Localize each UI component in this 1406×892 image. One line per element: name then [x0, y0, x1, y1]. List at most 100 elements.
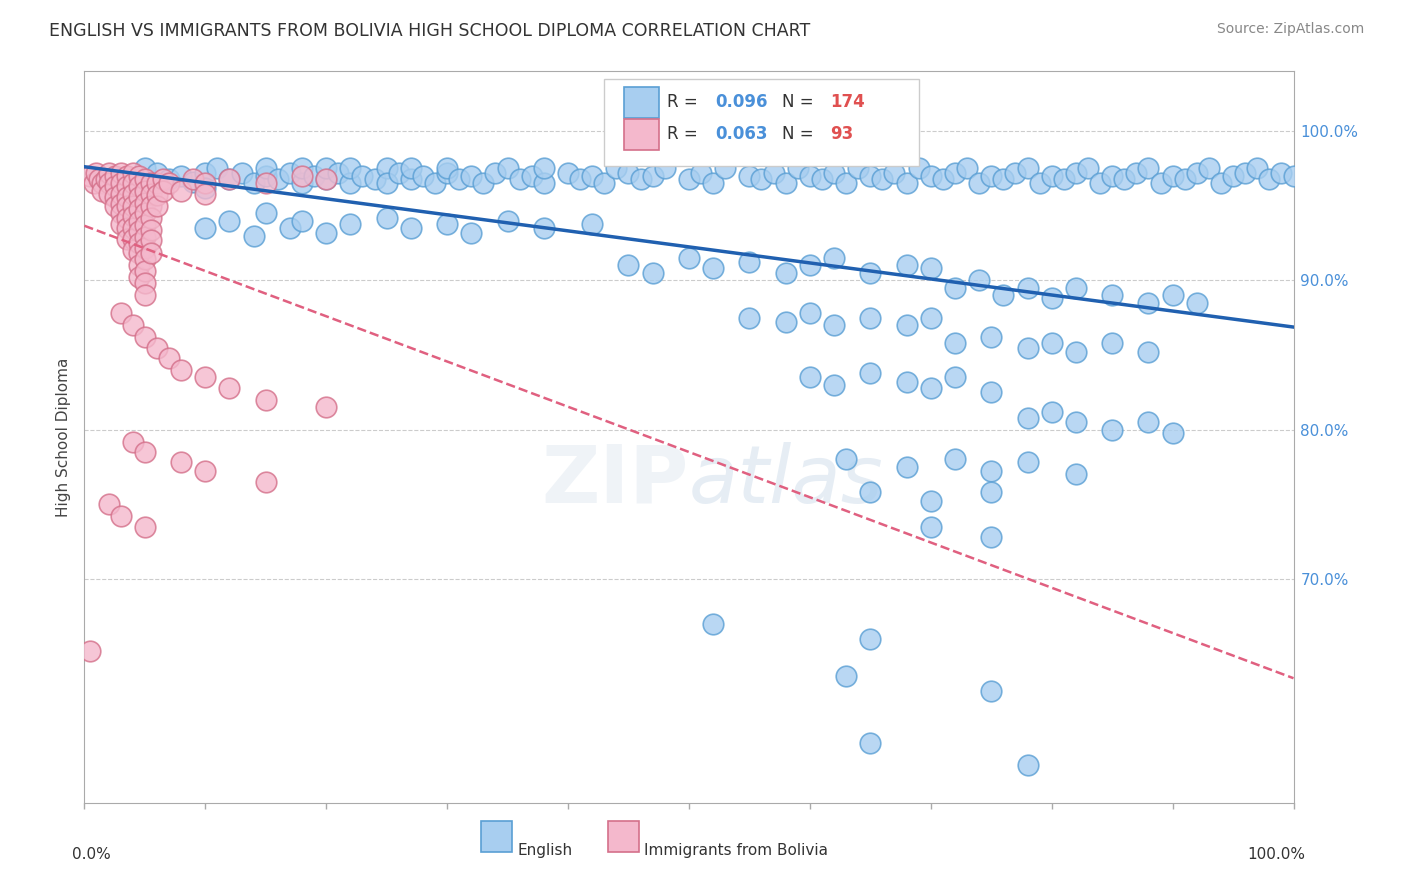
Point — [170, 184, 193, 198]
Point — [859, 736, 882, 750]
Text: Source: ZipAtlas.com: Source: ZipAtlas.com — [1216, 22, 1364, 37]
Point — [605, 161, 627, 176]
Point — [943, 370, 966, 384]
Point — [110, 197, 132, 211]
Point — [823, 251, 845, 265]
Point — [980, 464, 1002, 478]
Point — [134, 171, 156, 186]
Point — [134, 264, 156, 278]
Point — [920, 381, 942, 395]
Point — [139, 246, 162, 260]
Point — [134, 161, 156, 176]
Point — [134, 330, 156, 344]
Point — [1137, 295, 1160, 310]
Point — [1028, 177, 1050, 191]
Point — [423, 177, 446, 191]
Point — [339, 217, 361, 231]
Point — [775, 266, 797, 280]
Point — [97, 186, 120, 201]
Point — [920, 169, 942, 183]
Point — [134, 240, 156, 254]
Point — [146, 188, 169, 202]
Point — [254, 169, 277, 183]
Point — [128, 213, 150, 227]
Text: 93: 93 — [831, 125, 853, 143]
Point — [799, 259, 821, 273]
Point — [128, 224, 150, 238]
Point — [267, 171, 290, 186]
Point — [641, 266, 664, 280]
Point — [859, 310, 882, 325]
Point — [278, 221, 301, 235]
Point — [375, 177, 398, 191]
Point — [157, 351, 180, 365]
Point — [254, 206, 277, 220]
Point — [1234, 166, 1257, 180]
Point — [115, 179, 138, 194]
Point — [115, 231, 138, 245]
Point — [339, 177, 361, 191]
Text: N =: N = — [782, 93, 818, 112]
Point — [920, 310, 942, 325]
Point — [194, 166, 217, 180]
Point — [702, 616, 724, 631]
Point — [436, 217, 458, 231]
Point — [134, 230, 156, 244]
FancyBboxPatch shape — [605, 78, 918, 167]
Text: 0.0%: 0.0% — [72, 847, 111, 862]
Point — [1053, 171, 1076, 186]
Point — [823, 318, 845, 332]
Point — [920, 261, 942, 276]
Point — [375, 211, 398, 225]
Point — [920, 494, 942, 508]
Point — [121, 244, 143, 258]
Point — [1040, 336, 1063, 351]
Point — [799, 306, 821, 320]
Point — [1040, 169, 1063, 183]
Point — [128, 235, 150, 250]
Point — [134, 184, 156, 198]
Point — [121, 186, 143, 201]
Point — [859, 266, 882, 280]
Point — [654, 161, 676, 176]
Point — [242, 228, 264, 243]
Point — [460, 169, 482, 183]
Text: R =: R = — [668, 125, 703, 143]
Point — [786, 161, 808, 176]
Point — [254, 161, 277, 176]
Point — [412, 169, 434, 183]
Point — [170, 169, 193, 183]
Point — [291, 169, 314, 183]
Point — [128, 246, 150, 260]
Point — [110, 306, 132, 320]
Point — [980, 530, 1002, 544]
Point — [315, 171, 337, 186]
Point — [472, 177, 495, 191]
Point — [920, 519, 942, 533]
Text: 100.0%: 100.0% — [1247, 847, 1306, 862]
Point — [1222, 169, 1244, 183]
Point — [139, 222, 162, 236]
Point — [315, 171, 337, 186]
Point — [121, 209, 143, 223]
Point — [157, 171, 180, 186]
Point — [388, 166, 411, 180]
Point — [714, 161, 737, 176]
Point — [104, 179, 127, 194]
Point — [1137, 415, 1160, 429]
Point — [1185, 295, 1208, 310]
Point — [194, 370, 217, 384]
Point — [121, 166, 143, 180]
Point — [134, 195, 156, 210]
Point — [1017, 281, 1039, 295]
Point — [678, 171, 700, 186]
Point — [134, 445, 156, 459]
Point — [315, 226, 337, 240]
Point — [181, 171, 204, 186]
Point — [139, 211, 162, 225]
FancyBboxPatch shape — [607, 822, 640, 852]
Point — [1101, 169, 1123, 183]
Point — [811, 171, 834, 186]
Point — [207, 161, 229, 176]
Point — [291, 161, 314, 176]
